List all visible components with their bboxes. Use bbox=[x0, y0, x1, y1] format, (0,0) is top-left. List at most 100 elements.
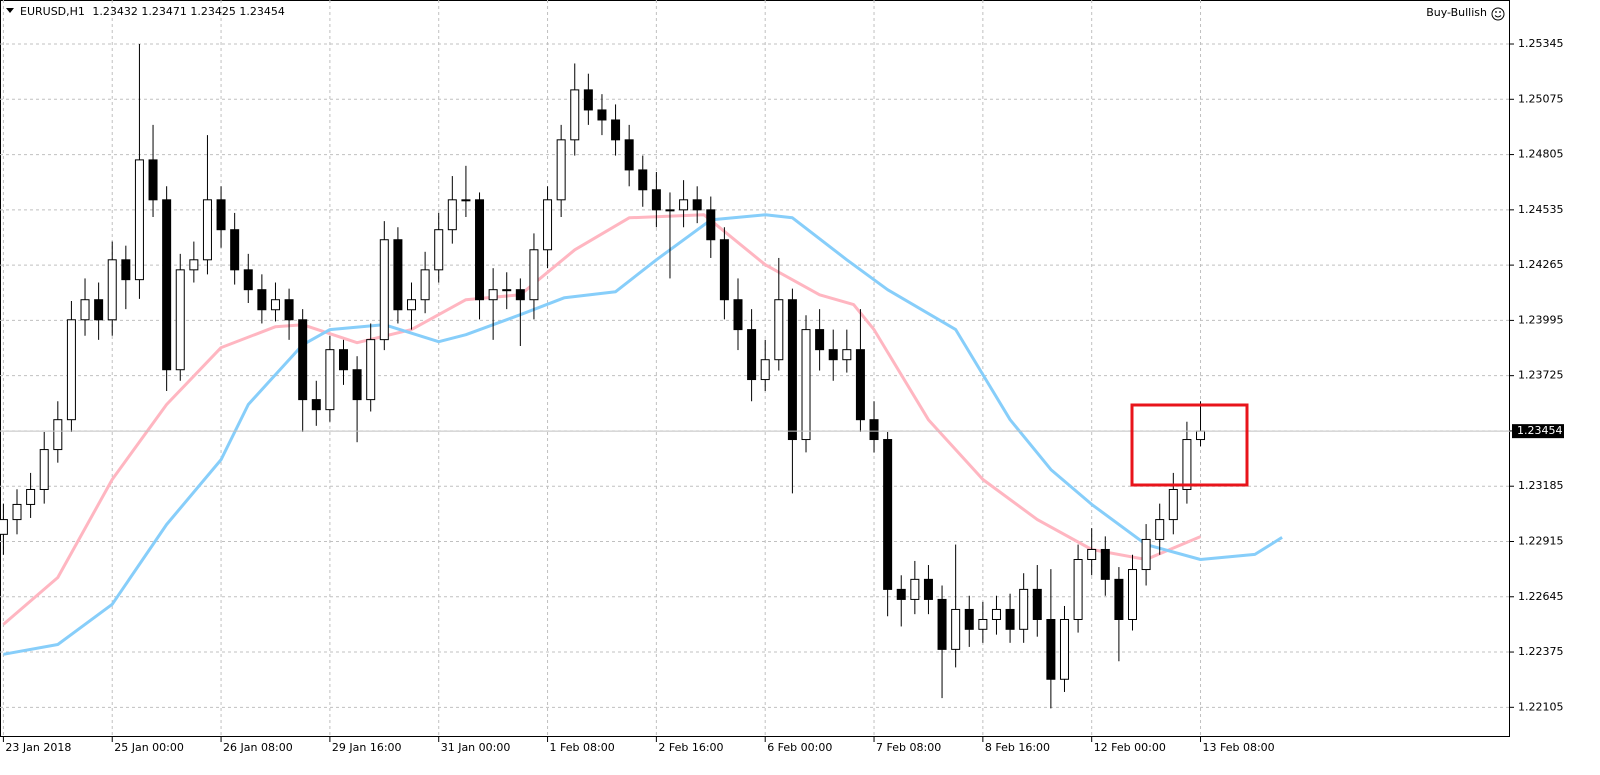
candle-body bbox=[651, 189, 661, 211]
quote-close: 1.23454 bbox=[239, 5, 285, 18]
candle-body bbox=[243, 269, 253, 291]
moving-average bbox=[2, 213, 1202, 626]
candle-body bbox=[39, 449, 49, 490]
candle-body bbox=[1141, 538, 1151, 571]
candle-body bbox=[257, 289, 267, 311]
candle-body bbox=[434, 229, 444, 271]
x-tick-label: 25 Jan 00:00 bbox=[114, 741, 184, 754]
x-tick-label: 7 Feb 08:00 bbox=[876, 741, 941, 754]
candle-body bbox=[502, 289, 512, 292]
y-tick-label: 1.23725 bbox=[1518, 369, 1564, 382]
y-tick-label: 1.24265 bbox=[1518, 258, 1564, 271]
symbol: EURUSD,H1 bbox=[20, 5, 85, 18]
candle-body bbox=[1182, 439, 1192, 490]
candle-body bbox=[855, 349, 865, 421]
y-tick-label: 1.23185 bbox=[1518, 479, 1564, 492]
current-price-box bbox=[1512, 424, 1564, 439]
x-tick-label: 2 Feb 16:00 bbox=[658, 741, 723, 754]
x-tick-label: 29 Jan 16:00 bbox=[332, 741, 402, 754]
candle-body bbox=[665, 209, 675, 212]
line-layer bbox=[2, 213, 1283, 656]
candle-body bbox=[325, 349, 335, 411]
candle-body bbox=[611, 119, 621, 141]
y-tick-label: 1.22645 bbox=[1518, 590, 1564, 603]
candle-body bbox=[747, 329, 757, 381]
candle-body bbox=[719, 239, 729, 301]
smiley-icon bbox=[1491, 7, 1505, 21]
candle-body bbox=[270, 299, 280, 311]
candle-body bbox=[148, 159, 158, 201]
candle-layer bbox=[0, 44, 1206, 709]
candle-body bbox=[937, 598, 947, 650]
candle-body bbox=[1046, 618, 1056, 680]
candle-body bbox=[66, 319, 76, 421]
candle-body bbox=[1059, 618, 1069, 680]
candle-body bbox=[134, 159, 144, 281]
candle-body bbox=[515, 289, 525, 301]
candle-body bbox=[570, 89, 580, 141]
highlight-box bbox=[1130, 403, 1249, 487]
candle-body bbox=[80, 299, 90, 321]
candle-body bbox=[583, 89, 593, 111]
candle-body bbox=[896, 588, 906, 600]
quote-low: 1.23425 bbox=[190, 5, 236, 18]
y-tick-label: 1.24805 bbox=[1518, 148, 1564, 161]
candle-body bbox=[529, 249, 539, 301]
candle-body bbox=[94, 299, 104, 321]
candle-body bbox=[420, 269, 430, 301]
candle-body bbox=[12, 503, 22, 521]
candle-body bbox=[1196, 430, 1206, 441]
candle-body bbox=[107, 259, 117, 321]
candle-body bbox=[216, 199, 226, 231]
candle-body bbox=[189, 259, 199, 271]
x-tick-label: 8 Feb 16:00 bbox=[985, 741, 1050, 754]
candle-body bbox=[964, 608, 974, 630]
candle-body bbox=[1019, 588, 1029, 630]
candle-body bbox=[1114, 578, 1124, 620]
x-tick-label: 13 Feb 08:00 bbox=[1203, 741, 1275, 754]
candle-body bbox=[26, 488, 36, 505]
candle-body bbox=[1032, 588, 1042, 620]
y-tick-label: 1.22915 bbox=[1518, 534, 1564, 547]
candle-body bbox=[284, 299, 294, 321]
candle-body bbox=[53, 419, 63, 451]
candle-body bbox=[488, 289, 498, 301]
candle-body bbox=[869, 419, 879, 441]
candle-body bbox=[121, 259, 131, 281]
candle-body bbox=[1128, 569, 1137, 620]
menu-triangle[interactable] bbox=[6, 8, 14, 13]
x-tick-label: 31 Jan 00:00 bbox=[441, 741, 511, 754]
x-tick-label: 6 Feb 00:00 bbox=[767, 741, 832, 754]
candle-body bbox=[842, 349, 852, 361]
candle-body bbox=[815, 329, 825, 351]
candle-body bbox=[298, 319, 308, 401]
x-tick-label: 23 Jan 2018 bbox=[5, 741, 71, 754]
candle-body bbox=[1100, 548, 1110, 580]
y-tick-label: 1.25345 bbox=[1518, 37, 1564, 50]
y-tick-label: 1.22375 bbox=[1518, 645, 1564, 658]
candle-body bbox=[175, 269, 185, 371]
candle-body bbox=[0, 519, 8, 535]
x-tick-label: 1 Feb 08:00 bbox=[550, 741, 615, 754]
candle-body bbox=[366, 339, 376, 401]
candle-body bbox=[774, 299, 784, 361]
candle-body bbox=[828, 349, 838, 361]
candle-body bbox=[801, 329, 811, 441]
candle-body bbox=[162, 199, 172, 371]
candle-body bbox=[991, 608, 1001, 620]
candle-body bbox=[352, 369, 362, 401]
candle-body bbox=[461, 199, 471, 202]
candle-body bbox=[1087, 548, 1097, 561]
candle-body bbox=[978, 618, 988, 630]
y-tick-label: 1.25075 bbox=[1518, 92, 1564, 105]
candle-body bbox=[760, 359, 770, 381]
candle-body bbox=[543, 199, 553, 251]
moving-average bbox=[3, 213, 1283, 656]
candle-body bbox=[910, 578, 920, 600]
candle-body bbox=[447, 199, 457, 231]
y-tick-label: 1.22105 bbox=[1518, 700, 1564, 713]
x-tick-label: 26 Jan 08:00 bbox=[223, 741, 293, 754]
candle-body bbox=[692, 199, 702, 211]
